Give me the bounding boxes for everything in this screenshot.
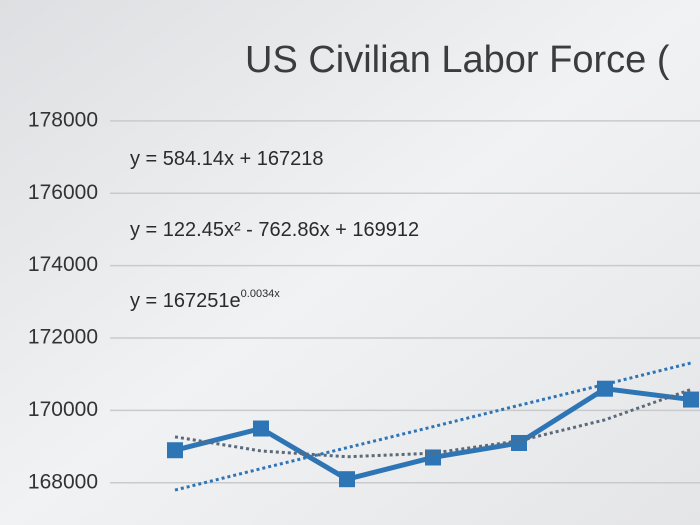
annotation-text: y = 122.45x² - 762.86x + 169912 [130,219,419,241]
y-tick-label: 174000 [28,253,98,276]
annotation: y = 167251e0.0034x [130,288,280,312]
marker [253,420,269,437]
annotation-superscript: 0.0034x [241,288,281,300]
marker [511,434,527,451]
marker [683,391,699,408]
y-tick-label: 176000 [28,181,98,204]
annotation-text: y = 584.14x + 167218 [130,148,324,170]
y-tick-label: 168000 [28,470,98,493]
trendline [174,361,692,492]
chart-title: US Civilian Labor Force ( [245,39,670,81]
marker [339,471,355,488]
y-tick-label: 170000 [28,398,98,421]
marker [597,380,613,397]
y-tick-label: 172000 [28,326,98,349]
annotation-text: y = 167251e [130,290,241,312]
marker [425,449,441,466]
trendline [174,388,692,459]
y-tick-label: 178000 [28,108,98,131]
annotation: y = 584.14x + 167218 [130,148,324,170]
annotation: y = 122.45x² - 762.86x + 169912 [130,219,419,241]
marker [167,442,183,459]
